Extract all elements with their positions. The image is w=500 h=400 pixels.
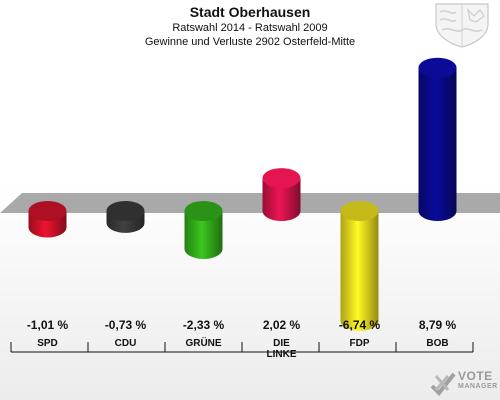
category-label: DIE LINKE bbox=[266, 338, 297, 360]
chart-subtitle-election: Ratswahl 2014 - Ratswahl 2009 bbox=[172, 22, 328, 34]
bar-cdu bbox=[106, 201, 145, 233]
category-label: CDU bbox=[114, 338, 137, 349]
value-label: -1,01 % bbox=[26, 318, 69, 332]
category-label: SPD bbox=[37, 338, 58, 349]
bar-grüne bbox=[184, 201, 223, 259]
category-label: GRÜNE bbox=[185, 338, 222, 349]
bar-spd bbox=[28, 201, 67, 238]
value-label: 8,79 % bbox=[418, 318, 457, 332]
category-label: BOB bbox=[426, 338, 449, 349]
coat-of-arms-icon bbox=[435, 3, 489, 48]
value-label: -0,73 % bbox=[104, 318, 147, 332]
value-label: -6,74 % bbox=[338, 318, 381, 332]
bar-fdp bbox=[340, 201, 379, 331]
bar-die-linke bbox=[262, 168, 301, 221]
value-label: 2,02 % bbox=[262, 318, 301, 332]
category-label: FDP bbox=[349, 338, 370, 349]
chart-subtitle-district: Gewinne und Verluste 2902 Osterfeld-Mitt… bbox=[144, 36, 356, 48]
chart-title: Stadt Oberhausen bbox=[189, 4, 311, 20]
vote-manager-logo-sub: MANAGER bbox=[458, 383, 498, 390]
vote-manager-check-icon bbox=[430, 372, 456, 397]
value-label: -2,33 % bbox=[182, 318, 225, 332]
bar-bob bbox=[418, 57, 457, 222]
vote-manager-logo-word: VOTE bbox=[458, 369, 493, 383]
